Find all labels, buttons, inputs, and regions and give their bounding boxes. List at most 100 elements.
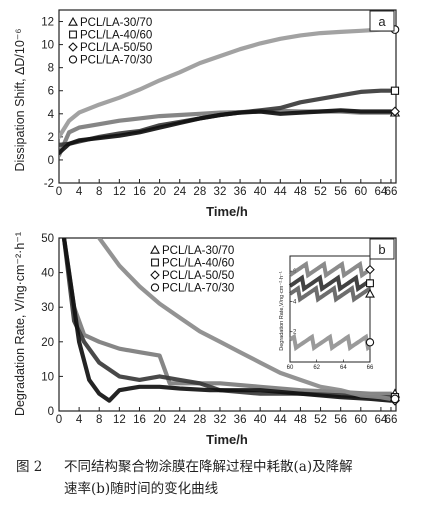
x-tick-label-56: 56 [334,414,347,426]
series-end-marker-square [390,86,400,95]
series-end-marker-diamond [389,106,400,117]
x-tick-label-64: 64 [375,186,388,198]
x-tick-label-66: 66 [385,186,398,198]
legend-marker-diamond [68,42,78,52]
inset-band-diamond [288,260,372,279]
series-line-diamond [61,238,394,403]
legend-label-square: PCL/LA-40/60 [80,30,152,42]
x-tick-label-56: 56 [334,186,347,198]
x-tick-label-60: 60 [354,186,367,198]
inset-marker-square [366,279,374,288]
legend-marker-circle [150,283,160,292]
inset-marker-triangle [365,288,375,298]
panel-a-plot-frame [58,9,397,184]
legend-marker-diamond [150,270,160,280]
panel-b-series-group [61,238,401,406]
x-tick-label-20: 20 [153,186,166,198]
panel-b-plot-frame [58,237,397,412]
y-tick-label-30: 30 [41,302,54,314]
x-tick-label-0: 0 [56,414,62,426]
panel-b-tag: b [378,242,385,257]
x-tick-label-28: 28 [193,414,206,426]
x-tick-label-16: 16 [133,186,146,198]
x-tick-label-52: 52 [314,186,327,198]
x-tick-label-32: 32 [214,186,227,198]
panel-a-xlabel: Time/h [206,204,248,219]
legend-label-diamond: PCL/LA-50/50 [162,270,234,282]
y-tick-label-10: 10 [41,40,54,52]
series-line-triangle [59,108,394,158]
x-tick-label-24: 24 [173,414,186,426]
x-tick-label-66: 66 [385,414,398,426]
x-tick-label-32: 32 [214,414,227,426]
panel-b-legend: PCL/LA-30/70PCL/LA-40/60PCL/LA-50/50PCL/… [150,244,234,295]
inset-marker-circle [365,338,375,347]
caption-line-1: 不同结构聚合物涂膜在降解过程中耗散(a)及降解 [64,459,353,475]
inset-band-triangle [288,284,372,303]
y-tick-label--2: -2 [44,178,54,190]
inset-x-tick-label-66: 66 [367,365,374,371]
x-tick-label-60: 60 [354,414,367,426]
series-line-circle [97,238,394,401]
legend-marker-square [69,30,77,39]
x-tick-label-64: 64 [375,414,388,426]
y-tick-label-12: 12 [41,17,54,29]
x-tick-label-4: 4 [76,186,83,198]
panel-b-ticks: 0 4 8 12 16 20 24 28 32 36 40 44 48 52 56 60 64660102030… [41,233,397,426]
panel-b-xlabel: Time/h [206,432,248,447]
inset-band-circle [288,333,372,352]
panel-a-tag: a [378,14,386,29]
inset-x-tick-label-60: 60 [287,365,294,371]
y-tick-label-8: 8 [48,63,54,75]
panel-a-ylabel: Dissipation Shift, ΔD/10⁻⁶ [13,28,27,171]
x-tick-label-36: 36 [234,414,247,426]
caption-line-2: 速率(b)随时间的变化曲线 [64,481,219,497]
legend-label-triangle: PCL/LA-30/70 [80,17,152,29]
x-tick-label-28: 28 [193,186,206,198]
x-tick-label-24: 24 [173,186,186,198]
x-tick-label-44: 44 [274,414,287,426]
figure-caption: 图 2 不同结构聚合物涂膜在降解过程中耗散(a)及降解 速率(b)随时间的变化曲线 [16,456,416,500]
x-tick-label-20: 20 [153,414,166,426]
x-tick-label-8: 8 [96,414,102,426]
x-tick-label-12: 12 [113,186,126,198]
y-tick-label-20: 20 [41,337,54,349]
legend-label-diamond: PCL/LA-50/50 [80,42,152,54]
y-tick-label-10: 10 [41,371,54,383]
inset-ylabel: Degradation Rate,V/ng·cm⁻²·h⁻¹ [279,271,285,351]
series-line-diamond [59,108,394,156]
x-tick-label-44: 44 [274,186,287,198]
legend-label-square: PCL/LA-40/60 [162,258,234,270]
panel-a: 0 4 8 12 16 20 24 28 32 36 40 44 48 52 56 60 6466-202468… [13,9,401,219]
series-line-triangle [61,238,394,396]
x-tick-label-0: 0 [56,186,62,198]
legend-marker-triangle [150,244,160,254]
y-tick-label-40: 40 [41,268,54,280]
series-end-marker-circle [390,394,400,404]
legend-marker-triangle [68,16,78,26]
panel-b-ylabel: Degradation Rate, V/ng·cm⁻²·h⁻¹ [13,232,27,416]
panel-a-ticks: 0 4 8 12 16 20 24 28 32 36 40 44 48 52 56 60 6466-202468… [41,17,397,198]
y-tick-label-0: 0 [48,406,54,418]
x-tick-label-36: 36 [234,186,247,198]
inset-marker-diamond [365,264,375,275]
panel-b: 0 4 8 12 16 20 24 28 32 36 40 44 48 52 56 60 64660102030… [13,232,401,447]
y-tick-label-4: 4 [48,109,55,121]
panel-a-series-group [59,25,401,158]
legend-label-circle: PCL/LA-70/30 [162,283,234,295]
legend-label-triangle: PCL/LA-30/70 [162,245,234,257]
inset-y-tick-label-4: 4 [293,299,297,305]
panel-b-tag-box [369,238,395,260]
figure-canvas: 0 4 8 12 16 20 24 28 32 36 40 44 48 52 56 60 6466-202468… [13,9,401,447]
y-tick-label-0: 0 [48,155,54,167]
y-tick-label-50: 50 [41,233,54,245]
legend-label-circle: PCL/LA-70/30 [80,55,152,67]
legend-marker-square [151,258,159,267]
x-tick-label-40: 40 [254,186,267,198]
x-tick-label-52: 52 [314,414,327,426]
inset-y-tick-label-2: 2 [293,330,297,336]
x-tick-label-8: 8 [96,186,102,198]
x-tick-label-4: 4 [76,414,83,426]
panel-a-legend: PCL/LA-30/70PCL/LA-40/60PCL/LA-50/50PCL/… [68,16,152,67]
